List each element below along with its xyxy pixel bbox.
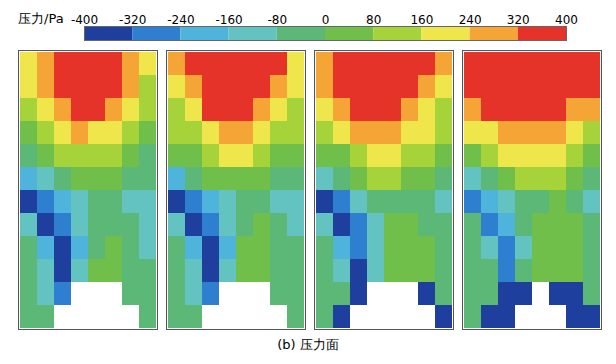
svg-text:0: 0 — [321, 13, 329, 27]
html-text:(b) 压力面: (b) 压力面 — [277, 337, 339, 352]
svg-text:160: 160 — [410, 13, 433, 27]
svg-text:80: 80 — [366, 13, 381, 27]
svg-text:-240: -240 — [167, 13, 194, 27]
svg-text:240: 240 — [458, 13, 481, 27]
svg-text:-320: -320 — [119, 13, 146, 27]
svg-text:-80: -80 — [267, 13, 287, 27]
svg-text:400: 400 — [555, 13, 578, 27]
html-text:压力/Pa: 压力/Pa — [18, 11, 64, 26]
svg-text:320: 320 — [506, 13, 529, 27]
svg-text:-400: -400 — [70, 13, 97, 27]
svg-text:-160: -160 — [215, 13, 242, 27]
